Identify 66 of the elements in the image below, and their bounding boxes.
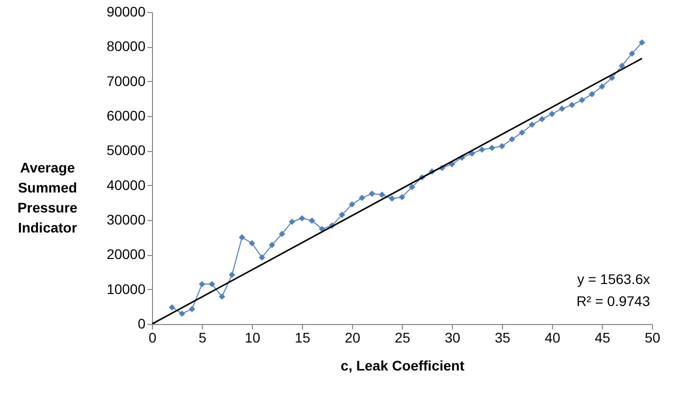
point (208, 280, 216, 288)
point (558, 106, 566, 112)
point (218, 293, 226, 300)
y-tick-label: 70000 (106, 72, 146, 89)
x-tick-label: 30 (444, 330, 460, 346)
point (608, 74, 616, 82)
x-tick-label: 35 (494, 330, 510, 346)
x-axis-title: c, Leak Coefficient (340, 358, 465, 374)
point (578, 96, 586, 104)
point (288, 218, 296, 225)
point (508, 136, 516, 142)
x-tick-label: 0 (148, 330, 157, 346)
x-tick-label: 40 (544, 330, 560, 346)
y-tick-label: 10000 (106, 280, 146, 297)
point (398, 194, 406, 200)
point (168, 304, 176, 311)
x-tick-label: 50 (644, 330, 660, 346)
x-tick-label: 25 (394, 330, 410, 346)
point (238, 234, 246, 240)
point (488, 144, 496, 152)
point (198, 280, 206, 288)
point (618, 62, 626, 69)
annotation: y = 1563.6x (577, 271, 650, 287)
point (178, 310, 186, 317)
point (548, 110, 556, 118)
x-tick-label: 15 (294, 330, 310, 346)
y-tick-label: 50000 (106, 142, 146, 158)
point (598, 83, 606, 90)
point (278, 230, 286, 238)
y-tick-label: 90000 (106, 4, 146, 20)
x-tick-label: 5 (198, 330, 207, 346)
point (498, 143, 506, 150)
point (358, 194, 366, 201)
point (268, 242, 276, 248)
y-tick-label: 60000 (106, 108, 146, 124)
point (378, 192, 386, 198)
point (388, 195, 396, 202)
point (538, 116, 546, 122)
point (258, 254, 266, 261)
y-tick-label: 0 (138, 316, 146, 332)
point (348, 201, 356, 208)
point (628, 50, 636, 57)
point (528, 122, 536, 128)
point (638, 39, 646, 46)
y-axis-title: Average Summed Pressure Indicator (18, 160, 78, 236)
x-tick-label: 20 (344, 330, 360, 346)
y-tick-label: 30000 (106, 212, 146, 228)
point (188, 306, 196, 312)
point (248, 240, 256, 246)
y-tick-label: 80000 (106, 38, 146, 54)
point (338, 212, 346, 218)
point (408, 184, 416, 190)
point (308, 218, 316, 224)
annotation: R² = 0.9743 (576, 293, 650, 309)
point (518, 129, 526, 136)
point (478, 146, 486, 153)
point (588, 91, 596, 98)
point (368, 190, 376, 197)
point (298, 215, 306, 222)
point (318, 226, 326, 232)
x-tick-label: 45 (594, 330, 610, 346)
y-tick-label: 20000 (106, 246, 146, 262)
point (568, 102, 576, 108)
x-tick-label: 10 (244, 330, 260, 346)
y-tick-label: 40000 (106, 176, 146, 193)
point (228, 272, 236, 278)
